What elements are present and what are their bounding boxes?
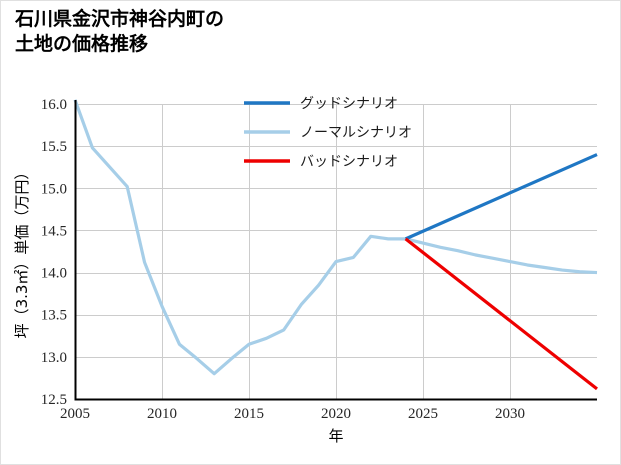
- axis-spine: [74, 100, 597, 401]
- x-tick-label: 2020: [321, 406, 351, 422]
- axis-spines: [74, 100, 597, 401]
- page-title: 石川県金沢市神谷内町の 土地の価格推移: [15, 8, 225, 56]
- x-tick-label: 2005: [60, 406, 90, 422]
- axis-titles-group: 年 坪（3.3㎡）単価（万円）: [13, 165, 344, 445]
- legend-label-normal: ノーマルシナリオ: [300, 125, 412, 141]
- series-line-bad: [404, 237, 598, 391]
- y-tick-label: 13.5: [41, 308, 67, 324]
- y-tick-label: 16.0: [41, 97, 67, 113]
- y-tick-label: 12.5: [41, 392, 67, 408]
- x-axis-title: 年: [328, 427, 343, 445]
- y-tick-label: 14.5: [41, 223, 67, 239]
- x-tick-label: 2015: [234, 406, 264, 422]
- legend-label-bad: バッドシナリオ: [300, 154, 398, 170]
- y-axis-tick-labels: 12.5 13.0 13.5 14.0 14.5 15.0 15.5 16.0: [41, 97, 67, 408]
- y-tick-label: 15.0: [41, 181, 67, 197]
- y-tick-label: 13.0: [41, 350, 67, 366]
- y-axis-title: 坪（3.3㎡）単価（万円）: [13, 165, 31, 339]
- x-tick-label: 2010: [147, 406, 177, 422]
- series-group: [73, 99, 598, 391]
- legend-label-good: グッドシナリオ: [300, 96, 398, 112]
- x-tick-label: 2025: [408, 406, 438, 422]
- series-line-normal: [73, 99, 598, 376]
- y-tick-label: 14.0: [41, 266, 67, 282]
- series-line-good: [404, 153, 598, 241]
- gridlines-group: [75, 104, 597, 400]
- x-axis-tick-labels: 2005 2010 2015 2020 2025 2030: [60, 406, 525, 422]
- x-tick-label: 2030: [495, 406, 525, 422]
- y-tick-label: 15.5: [41, 139, 67, 155]
